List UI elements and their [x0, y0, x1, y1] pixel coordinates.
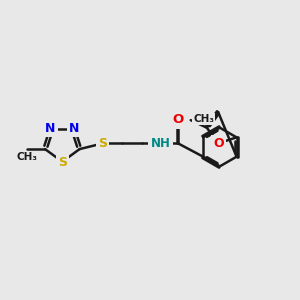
- Text: S: S: [58, 156, 67, 169]
- Text: S: S: [98, 137, 107, 150]
- Text: O: O: [172, 113, 184, 127]
- Text: CH₃: CH₃: [17, 152, 38, 162]
- Text: CH₃: CH₃: [193, 114, 214, 124]
- Text: NH: NH: [151, 137, 170, 150]
- Text: N: N: [45, 122, 55, 135]
- Text: O: O: [213, 137, 224, 150]
- Text: N: N: [69, 122, 80, 135]
